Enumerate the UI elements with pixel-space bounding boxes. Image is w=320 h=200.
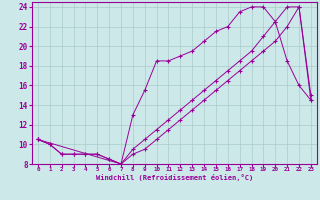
- X-axis label: Windchill (Refroidissement éolien,°C): Windchill (Refroidissement éolien,°C): [96, 174, 253, 181]
